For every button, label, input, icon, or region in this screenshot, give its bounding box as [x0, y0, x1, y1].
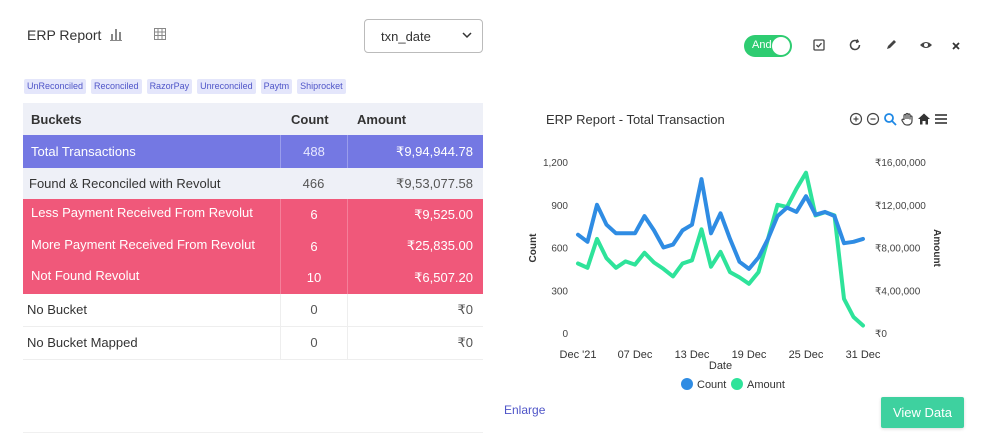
table-icon[interactable]	[152, 26, 170, 44]
y2-tick-label: ₹8,00,000	[875, 244, 921, 255]
y-tick-label: 1,200	[543, 158, 568, 169]
count-cell: 466	[302, 176, 325, 191]
enlarge-link[interactable]: Enlarge	[504, 403, 546, 417]
toggle-knob	[772, 37, 790, 55]
eye-icon[interactable]	[919, 38, 935, 54]
x-tick-label: 31 Dec	[846, 349, 881, 361]
table-row[interactable]: Less Payment Received From Revolut 6 ₹9,…	[23, 199, 483, 231]
legend-marker-count	[681, 378, 693, 390]
x-tick-label: 07 Dec	[618, 349, 653, 361]
y-tick-label: 0	[562, 329, 568, 340]
home-icon[interactable]	[917, 112, 931, 126]
edit-icon[interactable]	[884, 38, 900, 54]
tag-reconciled[interactable]: Reconciled	[91, 79, 142, 94]
amount-cell: ₹9,525.00	[347, 199, 483, 231]
y2-tick-label: ₹4,00,000	[875, 286, 921, 297]
tag-unreconciled[interactable]: UnReconciled	[24, 79, 87, 94]
chart-toolbar	[849, 112, 948, 128]
bucket-cell: Total Transactions	[31, 144, 136, 159]
bucket-cell: Less Payment Received From Revolut	[31, 205, 253, 220]
y-axis-title: Count	[528, 233, 539, 263]
menu-icon[interactable]	[934, 112, 948, 126]
series-line-count	[576, 177, 865, 271]
y2-axis-title: Amount	[931, 229, 942, 267]
column-header-buckets: Buckets	[31, 111, 82, 127]
count-cell: 488	[280, 135, 347, 168]
x-tick-label: 19 Dec	[732, 349, 767, 361]
table-header: Buckets Count Amount	[23, 103, 483, 135]
amount-cell: ₹9,94,944.78	[347, 135, 483, 168]
report-title: ERP Report	[27, 27, 102, 43]
amount-cell: ₹0	[347, 326, 483, 359]
toggle-label: And	[752, 39, 772, 51]
count-cell: 0	[280, 293, 347, 326]
bucket-cell: Not Found Revolut	[31, 268, 140, 283]
count-cell: 6	[280, 199, 347, 231]
and-toggle[interactable]: And	[744, 35, 792, 57]
column-header-count: Count	[291, 111, 329, 127]
x-tick-label: 25 Dec	[789, 349, 824, 361]
zoom-out-icon[interactable]	[866, 112, 880, 126]
series-line-amount	[576, 170, 865, 328]
table-row[interactable]: Total Transactions 488 ₹9,94,944.78	[23, 135, 483, 168]
tag-paytm[interactable]: Paytm	[260, 79, 293, 94]
tag-razorpay[interactable]: RazorPay	[146, 79, 193, 94]
column-header-amount: Amount	[357, 111, 407, 127]
tag-shiprocket[interactable]: Shiprocket	[297, 79, 346, 94]
pan-hand-icon[interactable]	[900, 112, 914, 126]
amount-cell: ₹9,53,077.58	[396, 175, 473, 191]
count-cell: 0	[280, 326, 347, 359]
legend-label-count: Count	[697, 379, 726, 391]
zoom-in-icon[interactable]	[849, 112, 863, 126]
x-tick-label: Dec '21	[560, 349, 597, 361]
y-tick-label: 300	[551, 286, 568, 297]
count-cell: 6	[280, 230, 347, 262]
bucket-cell: More Payment Received From Revolut	[31, 236, 255, 252]
close-icon[interactable]	[949, 38, 965, 54]
y2-tick-label: ₹16,00,000	[875, 158, 926, 169]
buckets-table: Buckets Count Amount Total Transactions …	[23, 103, 483, 360]
y2-tick-label: ₹0	[875, 329, 887, 340]
date-field-select[interactable]: txn_date	[364, 19, 483, 53]
count-cell: 10	[280, 262, 347, 294]
zoom-select-icon[interactable]	[883, 112, 897, 126]
y-tick-label: 900	[551, 201, 568, 212]
view-data-button[interactable]: View Data	[881, 397, 964, 428]
chart-title: ERP Report - Total Transaction	[546, 112, 725, 127]
x-axis-title: Date	[709, 360, 732, 372]
select-value: txn_date	[381, 29, 431, 44]
checkbox-icon[interactable]	[812, 38, 828, 54]
amount-cell: ₹6,507.20	[347, 262, 483, 294]
tag-unreconciled-2[interactable]: Unreconciled	[197, 79, 256, 94]
refresh-icon[interactable]	[848, 38, 864, 54]
table-row[interactable]: No Bucket Mapped 0 ₹0	[23, 326, 483, 360]
table-row[interactable]: No Bucket 0 ₹0	[23, 293, 483, 327]
bucket-cell: Found & Reconciled with Revolut	[29, 176, 221, 191]
y2-tick-label: ₹12,00,000	[875, 201, 926, 212]
amount-cell: ₹25,835.00	[347, 230, 483, 262]
bucket-cell: No Bucket Mapped	[27, 335, 138, 350]
filter-tags: UnReconciled Reconciled RazorPay Unrecon…	[24, 79, 346, 94]
bar-chart-icon[interactable]	[108, 26, 126, 44]
table-row[interactable]: Found & Reconciled with Revolut 466 ₹9,5…	[23, 168, 483, 199]
bucket-cell: No Bucket	[27, 302, 87, 317]
table-footer-spacer	[23, 432, 483, 442]
legend-marker-amount	[731, 378, 743, 390]
chevron-down-icon	[460, 28, 474, 42]
table-row[interactable]: Not Found Revolut 10 ₹6,507.20	[23, 262, 483, 294]
amount-cell: ₹0	[347, 293, 483, 326]
legend-label-amount: Amount	[747, 379, 785, 391]
x-tick-label: 13 Dec	[675, 349, 710, 361]
y-tick-label: 600	[551, 244, 568, 255]
table-row[interactable]: More Payment Received From Revolut 6 ₹25…	[23, 230, 483, 262]
